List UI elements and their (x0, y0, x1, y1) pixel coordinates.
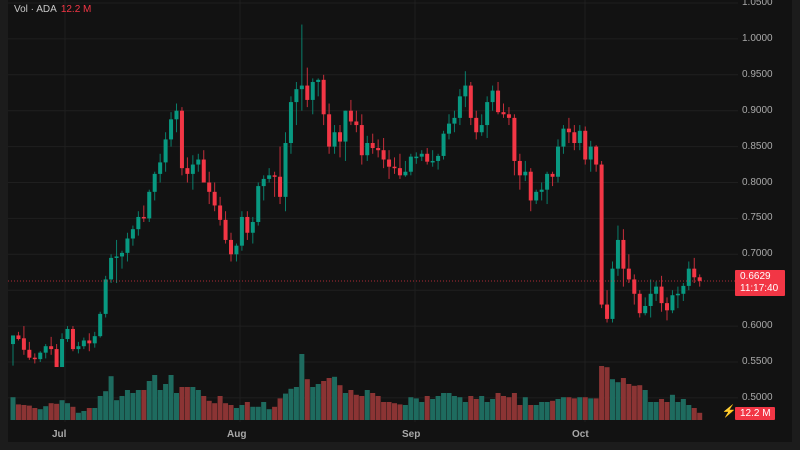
chart-pane[interactable] (8, 0, 792, 422)
bar-countdown: 11:17:40 (740, 283, 779, 294)
price-axis-label: 1.0000 (742, 32, 773, 44)
price-axis-label: 0.8000 (742, 176, 773, 188)
time-axis-label: Oct (572, 429, 589, 440)
legend-value: 12.2 M (60, 4, 92, 15)
price-axis-label: 0.7000 (742, 248, 773, 260)
time-axis-label: Sep (402, 429, 421, 440)
volume-legend[interactable]: Vol · ADA 12.2 M (14, 4, 91, 15)
time-axis[interactable] (8, 422, 792, 442)
price-axis-label: 0.8500 (742, 140, 773, 152)
price-axis-label: 0.9000 (742, 104, 773, 116)
left-frame (0, 0, 8, 450)
last-price: 0.6629 (740, 271, 771, 282)
tradingview-logo-icon[interactable]: ⚡ (721, 404, 737, 418)
volume-tag: 12.2 M (735, 407, 775, 420)
price-axis-label: 0.6000 (742, 320, 773, 332)
right-frame (792, 0, 800, 450)
legend-label: Vol · ADA (14, 4, 57, 15)
price-axis-label: 0.5500 (742, 356, 773, 367)
price-axis-label: 0.7500 (742, 212, 773, 224)
last-price-tag: 0.6629 11:17:40 (735, 270, 785, 296)
candlestick-chart[interactable] (8, 0, 792, 422)
time-axis-label: Aug (227, 429, 247, 440)
price-axis-label: 0.5000 (742, 391, 773, 403)
time-axis-label: Jul (52, 429, 67, 440)
bottom-frame (0, 442, 800, 450)
price-axis-label: 0.9500 (742, 68, 773, 80)
price-axis-label: 1.0500 (742, 0, 773, 8)
